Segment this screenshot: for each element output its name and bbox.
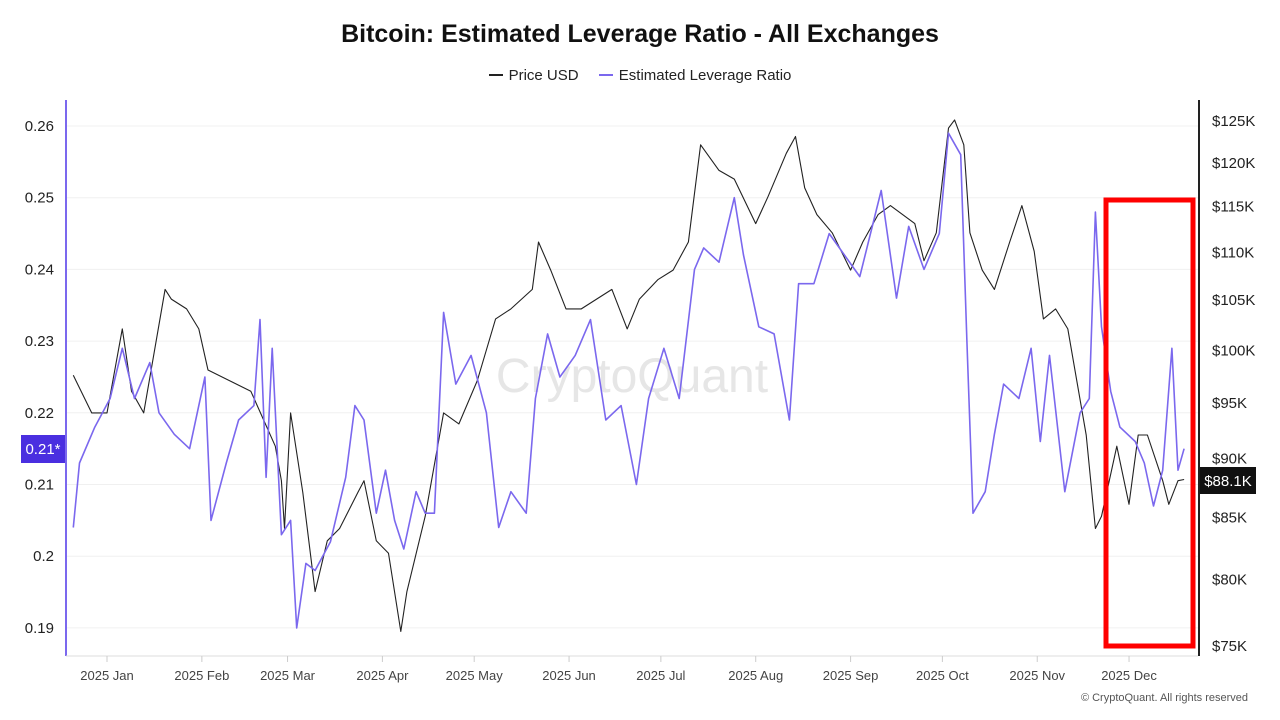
legend-item-price[interactable]: Price USD — [488, 66, 579, 84]
right-tick-label: $100K — [1212, 342, 1255, 359]
right-tick-label: $110K — [1212, 244, 1254, 261]
legend-item-leverage[interactable]: Estimated Leverage Ratio — [598, 66, 792, 84]
x-tick-label: 2025 Aug — [728, 668, 783, 683]
right-tick-label: $90K — [1212, 451, 1247, 468]
x-tick-label: 2025 Oct — [916, 668, 969, 683]
x-tick-label: 2025 May — [446, 668, 504, 683]
watermark: CryptoQuant — [496, 350, 768, 403]
right-tick-label: $105K — [1212, 292, 1255, 309]
chart-title: Bitcoin: Estimated Leverage Ratio - All … — [341, 20, 939, 48]
right-tick-label: $120K — [1212, 155, 1255, 172]
right-tick-label: $115K — [1212, 199, 1254, 216]
legend: Price USD Estimated Leverage Ratio — [0, 63, 1280, 84]
right-tick-label: $95K — [1212, 395, 1247, 412]
left-tick-label: 0.2 — [33, 548, 54, 565]
left-tick-label: 0.22 — [25, 405, 54, 422]
x-tick-label: 2025 Apr — [356, 668, 409, 683]
right-tick-label: $75K — [1212, 638, 1247, 655]
legend-label-price: Price USD — [508, 66, 579, 84]
legend-label-leverage: Estimated Leverage Ratio — [618, 66, 792, 84]
left-tick-label: 0.21 — [25, 477, 54, 494]
x-tick-label: 2025 Feb — [174, 668, 229, 683]
right-value-badge — [1200, 467, 1256, 494]
x-tick-label: 2025 Jul — [636, 668, 685, 683]
right-tick-label: $80K — [1212, 572, 1247, 589]
left-tick-label: 0.23 — [25, 333, 54, 350]
leverage-swatch — [598, 74, 613, 76]
x-tick-label: 2025 Nov — [1009, 668, 1065, 683]
left-tick-label: 0.24 — [25, 261, 54, 278]
right-value-badge-text: $88.1K — [1204, 473, 1252, 490]
copyright: © CryptoQuant. All rights reserved — [1080, 692, 1248, 704]
x-tick-label: 2025 Mar — [260, 668, 316, 683]
left-tick-label: 0.19 — [25, 620, 54, 637]
left-tick-label: 0.26 — [25, 118, 54, 135]
left-value-badge-text: 0.21* — [25, 441, 60, 458]
right-tick-label: $125K — [1212, 113, 1255, 130]
left-value-badge — [21, 435, 65, 463]
highlight-box — [1103, 197, 1196, 649]
x-tick-label: 2025 Jan — [80, 668, 134, 683]
x-tick-label: 2025 Dec — [1101, 668, 1157, 683]
x-tick-label: 2025 Sep — [823, 668, 879, 683]
x-tick-label: 2025 Jun — [542, 668, 596, 683]
price-swatch — [488, 74, 503, 76]
right-tick-label: $85K — [1212, 509, 1247, 526]
left-tick-label: 0.25 — [25, 190, 54, 207]
